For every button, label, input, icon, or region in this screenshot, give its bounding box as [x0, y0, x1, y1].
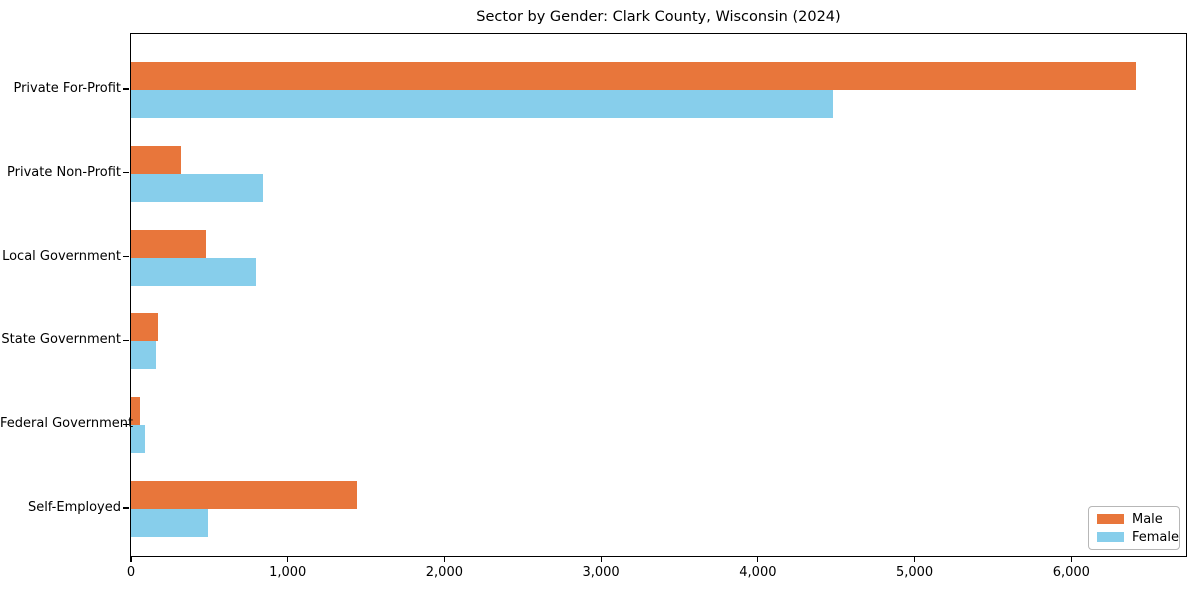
x-tick-1000 [287, 557, 289, 562]
y-tick-label-state-government: State Government [1, 332, 121, 348]
bar-male-state-government [131, 313, 158, 342]
legend-entry-female: Female [1097, 531, 1179, 544]
x-tick-4000 [757, 557, 759, 562]
bar-female-self-employed [131, 509, 208, 537]
chart-title: Sector by Gender: Clark County, Wisconsi… [476, 9, 841, 25]
y-tick-private-for-profit [123, 88, 129, 90]
bar-female-private-for-profit [131, 90, 834, 118]
x-tick-label-0: 0 [126, 565, 136, 580]
x-tick-label-4000: 4,000 [739, 565, 777, 580]
x-tick-label-2000: 2,000 [425, 565, 463, 580]
y-tick-label-private-for-profit: Private For-Profit [13, 81, 121, 96]
x-tick-2000 [443, 557, 445, 562]
legend-swatch-female [1097, 532, 1124, 542]
y-tick-label-private-non-profit: Private Non-Profit [7, 164, 121, 180]
y-tick-self-employed [123, 507, 129, 509]
x-tick-label-1000: 1,000 [269, 565, 307, 580]
x-tick-label-5000: 5,000 [895, 565, 934, 580]
plot-area [130, 33, 1187, 557]
bar-male-local-government [131, 229, 207, 258]
legend-entry-male: Male [1097, 513, 1171, 526]
bar-male-self-employed [131, 481, 357, 509]
x-tick-label-6000: 6,000 [1052, 565, 1090, 580]
bar-female-private-non-profit [131, 173, 263, 202]
bar-female-local-government [131, 257, 256, 286]
bar-male-federal-government [131, 397, 141, 426]
bar-female-state-government [131, 341, 157, 370]
y-tick-state-government [123, 339, 129, 341]
x-tick-0 [130, 557, 132, 562]
x-tick-5000 [914, 557, 916, 562]
bar-male-private-non-profit [131, 145, 182, 174]
y-tick-label-federal-government: Federal Government [0, 416, 134, 432]
x-tick-label-3000: 3,000 [582, 565, 620, 580]
x-tick-3000 [600, 557, 602, 562]
y-tick-label-self-employed: Self-Employed [27, 500, 121, 515]
legend-swatch-male [1097, 514, 1124, 524]
y-tick-local-government [123, 256, 129, 258]
x-tick-6000 [1070, 557, 1072, 562]
y-tick-label-local-government: Local Government [2, 248, 121, 264]
y-tick-federal-government [123, 423, 129, 425]
legend: Male Female [1088, 506, 1180, 550]
legend-label-female: Female [1132, 529, 1180, 545]
y-tick-private-non-profit [123, 172, 129, 174]
bar-male-private-for-profit [131, 62, 1136, 90]
legend-label-male: Male [1132, 511, 1163, 527]
bar-female-federal-government [131, 425, 146, 454]
